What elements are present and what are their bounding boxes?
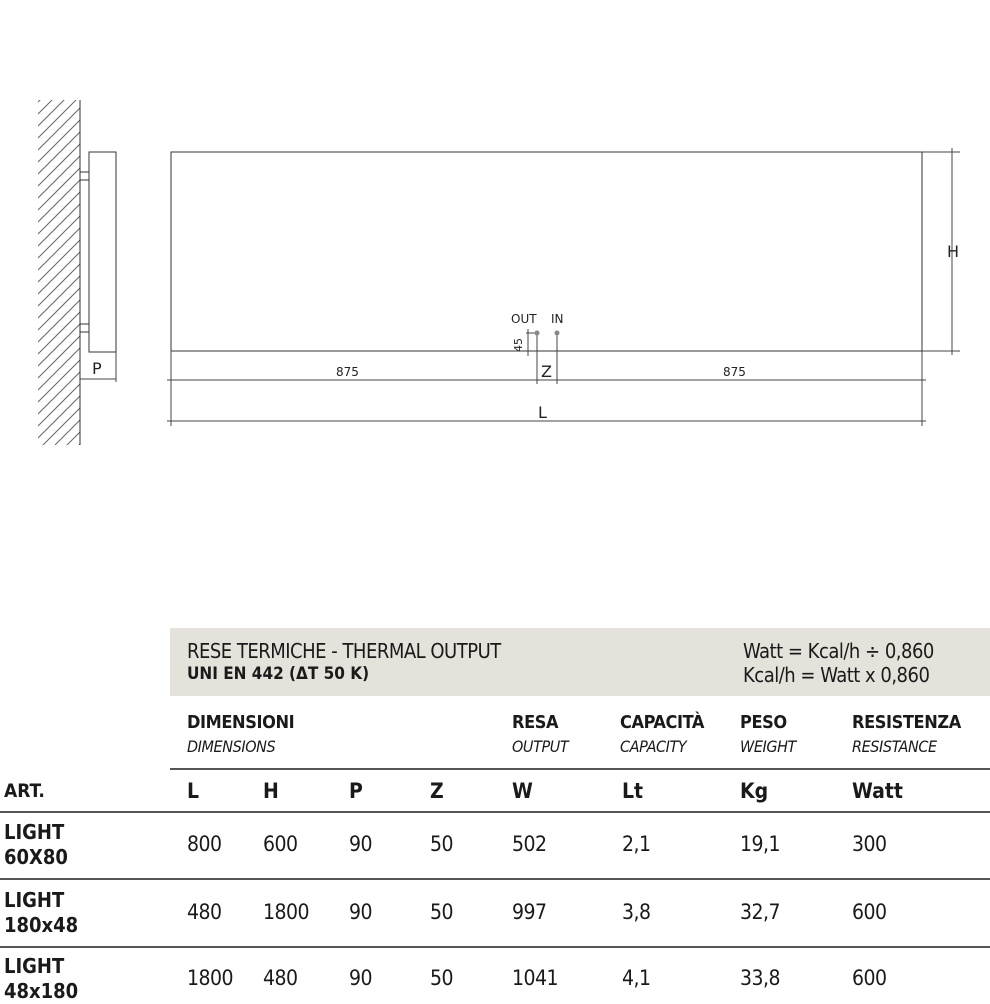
group-header: RESA [512, 712, 559, 733]
column-header: P [349, 779, 363, 803]
table-cell: 50 [430, 966, 454, 990]
table-standard: UNI EN 442 (ΔT 50 K) [187, 664, 370, 684]
row-name-2: 60X80 [4, 845, 68, 869]
table-cell: 1800 [263, 900, 310, 924]
table-cell: 600 [852, 966, 887, 990]
column-header: H [263, 779, 279, 803]
dim-h-label: H [947, 242, 959, 261]
radiator-side-view [88, 151, 117, 353]
dim-875-left: 875 [336, 365, 359, 379]
row-name-2: 48x180 [4, 979, 79, 1003]
group-header: DIMENSIONI [187, 712, 295, 733]
dim-45-label: 45 [512, 338, 525, 352]
bracket-bottom [79, 323, 90, 333]
table-cell: 480 [187, 900, 222, 924]
row-name-1: LIGHT [4, 888, 65, 912]
dim-l-label: L [538, 403, 547, 422]
dim-z-label: Z [541, 362, 552, 381]
in-connection [554, 330, 560, 336]
out-connection [534, 330, 540, 336]
group-subheader: OUTPUT [512, 737, 569, 756]
row-name-1: LIGHT [4, 954, 65, 978]
radiator-front-view [170, 151, 923, 352]
group-header: RESISTENZA [852, 712, 961, 733]
table-cell: 997 [512, 900, 547, 924]
column-header: Kg [740, 779, 769, 803]
table-cell: 3,8 [622, 900, 651, 924]
table-cell: 90 [349, 832, 373, 856]
group-subheader: WEIGHT [740, 737, 796, 756]
table-cell: 1800 [187, 966, 234, 990]
table-cell: 600 [852, 900, 887, 924]
column-header: Z [430, 779, 444, 803]
table-cell: 480 [263, 966, 298, 990]
in-label: IN [551, 312, 564, 326]
table-cell: 1041 [512, 966, 559, 990]
formula-watt: Watt = Kcal/h ÷ 0,860 [743, 639, 934, 663]
table-cell: 50 [430, 832, 454, 856]
row-name-2: 180x48 [4, 913, 79, 937]
column-header: Watt [852, 779, 903, 803]
out-label: OUT [511, 312, 537, 326]
table-cell: 90 [349, 900, 373, 924]
thermal-output-banner [170, 628, 990, 696]
group-header: PESO [740, 712, 787, 733]
table-cell: 300 [852, 832, 887, 856]
table-cell: 4,1 [622, 966, 651, 990]
table-cell: 50 [430, 900, 454, 924]
group-subheader: RESISTANCE [852, 737, 937, 756]
wall-hatch [38, 100, 80, 445]
table-cell: 33,8 [740, 966, 781, 990]
table-cell: 502 [512, 832, 547, 856]
technical-drawing: P H OUT IN 45 875 875 Z L [38, 100, 960, 445]
dim-875-right: 875 [723, 365, 746, 379]
dim-p-label: P [92, 359, 102, 378]
table-cell: 800 [187, 832, 222, 856]
group-subheader: DIMENSIONS [187, 737, 276, 756]
column-header: L [187, 779, 200, 803]
group-subheader: CAPACITY [620, 737, 687, 756]
table-cell: 32,7 [740, 900, 781, 924]
table-cell: 600 [263, 832, 298, 856]
table-cell: 2,1 [622, 832, 651, 856]
group-header: CAPACITÀ [620, 712, 705, 733]
column-header: Lt [622, 779, 644, 803]
formula-kcal: Kcal/h = Watt x 0,860 [743, 663, 930, 687]
column-header: W [512, 779, 533, 803]
row-name-1: LIGHT [4, 820, 65, 844]
table-cell: 90 [349, 966, 373, 990]
art-header: ART. [4, 780, 45, 802]
table-title: RESE TERMICHE - THERMAL OUTPUT [187, 639, 501, 663]
bracket-top [79, 171, 90, 181]
table-cell: 19,1 [740, 832, 781, 856]
